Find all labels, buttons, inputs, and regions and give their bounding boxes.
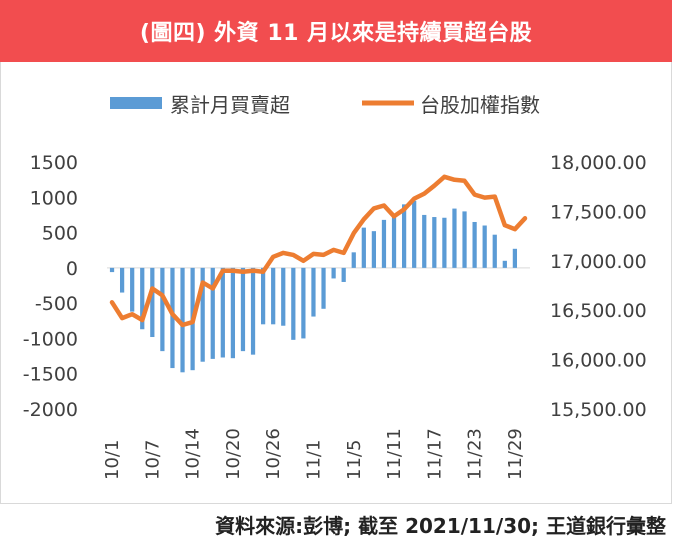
source-note: 資料來源:彭博; 截至 2021/11/30; 王道銀行彙整 — [215, 514, 666, 538]
x-tick-label: 11/23 — [465, 428, 486, 480]
bar — [210, 267, 215, 359]
bar — [472, 221, 477, 268]
chart-title: (圖四) 外資 11 月以來是持續買超台股 — [0, 0, 672, 62]
bar — [452, 208, 457, 268]
bar — [220, 267, 225, 358]
bar — [492, 234, 497, 268]
bar — [301, 267, 306, 339]
y-left-tick-label: -1000 — [23, 328, 78, 350]
y-left-tick-label: -500 — [35, 293, 78, 315]
y-right-tick-label: 17,000.00 — [550, 251, 647, 273]
bar — [291, 267, 296, 340]
bar — [180, 267, 185, 373]
bar — [271, 267, 276, 325]
bar — [140, 267, 145, 330]
bar — [502, 260, 507, 268]
bar — [361, 227, 366, 268]
legend-bar-swatch — [110, 97, 162, 109]
bar — [462, 211, 467, 268]
bar — [260, 267, 266, 325]
bar — [371, 231, 377, 268]
bar — [240, 267, 246, 352]
y-left-tick-label: -1500 — [23, 364, 78, 386]
x-tick-label: 11/11 — [384, 428, 405, 480]
x-tick-label: 11/29 — [505, 428, 526, 480]
bar — [482, 225, 487, 268]
x-tick-label: 10/14 — [183, 428, 204, 480]
bar — [200, 267, 205, 362]
x-tick-label: 10/20 — [223, 428, 244, 480]
bar — [381, 219, 387, 268]
y-left-tick-label: 0 — [66, 258, 78, 280]
bar — [341, 267, 346, 282]
bar — [442, 217, 447, 268]
bar — [321, 267, 326, 309]
y-left-tick-label: 500 — [42, 223, 78, 245]
y-right-tick-label: 18,000.00 — [550, 152, 647, 174]
y-right-tick-label: 15,500.00 — [550, 399, 647, 421]
bar — [412, 200, 417, 268]
y-left-tick-label: 1000 — [30, 187, 78, 209]
bar — [311, 267, 316, 317]
legend-bar-label: 累計月買賣超 — [170, 93, 290, 117]
legend-line-label: 台股加權指數 — [420, 93, 540, 117]
bar — [130, 267, 135, 312]
x-tick-label: 11/5 — [344, 440, 365, 480]
bar — [331, 267, 336, 279]
y-left-tick-label: 1500 — [30, 152, 78, 174]
x-tick-label: 11/17 — [424, 428, 445, 480]
bar — [512, 248, 518, 268]
y-right-tick-label: 16,000.00 — [550, 350, 647, 372]
bar — [281, 267, 286, 326]
bar — [422, 214, 427, 268]
y-right-tick-label: 17,500.00 — [550, 201, 647, 223]
bar — [230, 267, 236, 359]
x-tick-label: 10/1 — [102, 440, 123, 480]
bar — [391, 215, 397, 268]
x-tick-label: 10/26 — [263, 428, 284, 480]
bar — [432, 217, 437, 268]
y-left-tick-label: -2000 — [23, 399, 78, 421]
bar — [401, 204, 407, 268]
bar — [351, 252, 356, 268]
bar — [250, 267, 256, 355]
bar — [150, 267, 155, 338]
bar — [160, 267, 165, 352]
x-tick-label: 11/1 — [303, 440, 324, 480]
bar — [170, 267, 175, 369]
bar — [119, 267, 125, 293]
x-tick-label: 10/7 — [142, 440, 163, 480]
y-right-tick-label: 16,500.00 — [550, 300, 647, 322]
index-line — [109, 174, 528, 328]
bar — [109, 267, 115, 273]
